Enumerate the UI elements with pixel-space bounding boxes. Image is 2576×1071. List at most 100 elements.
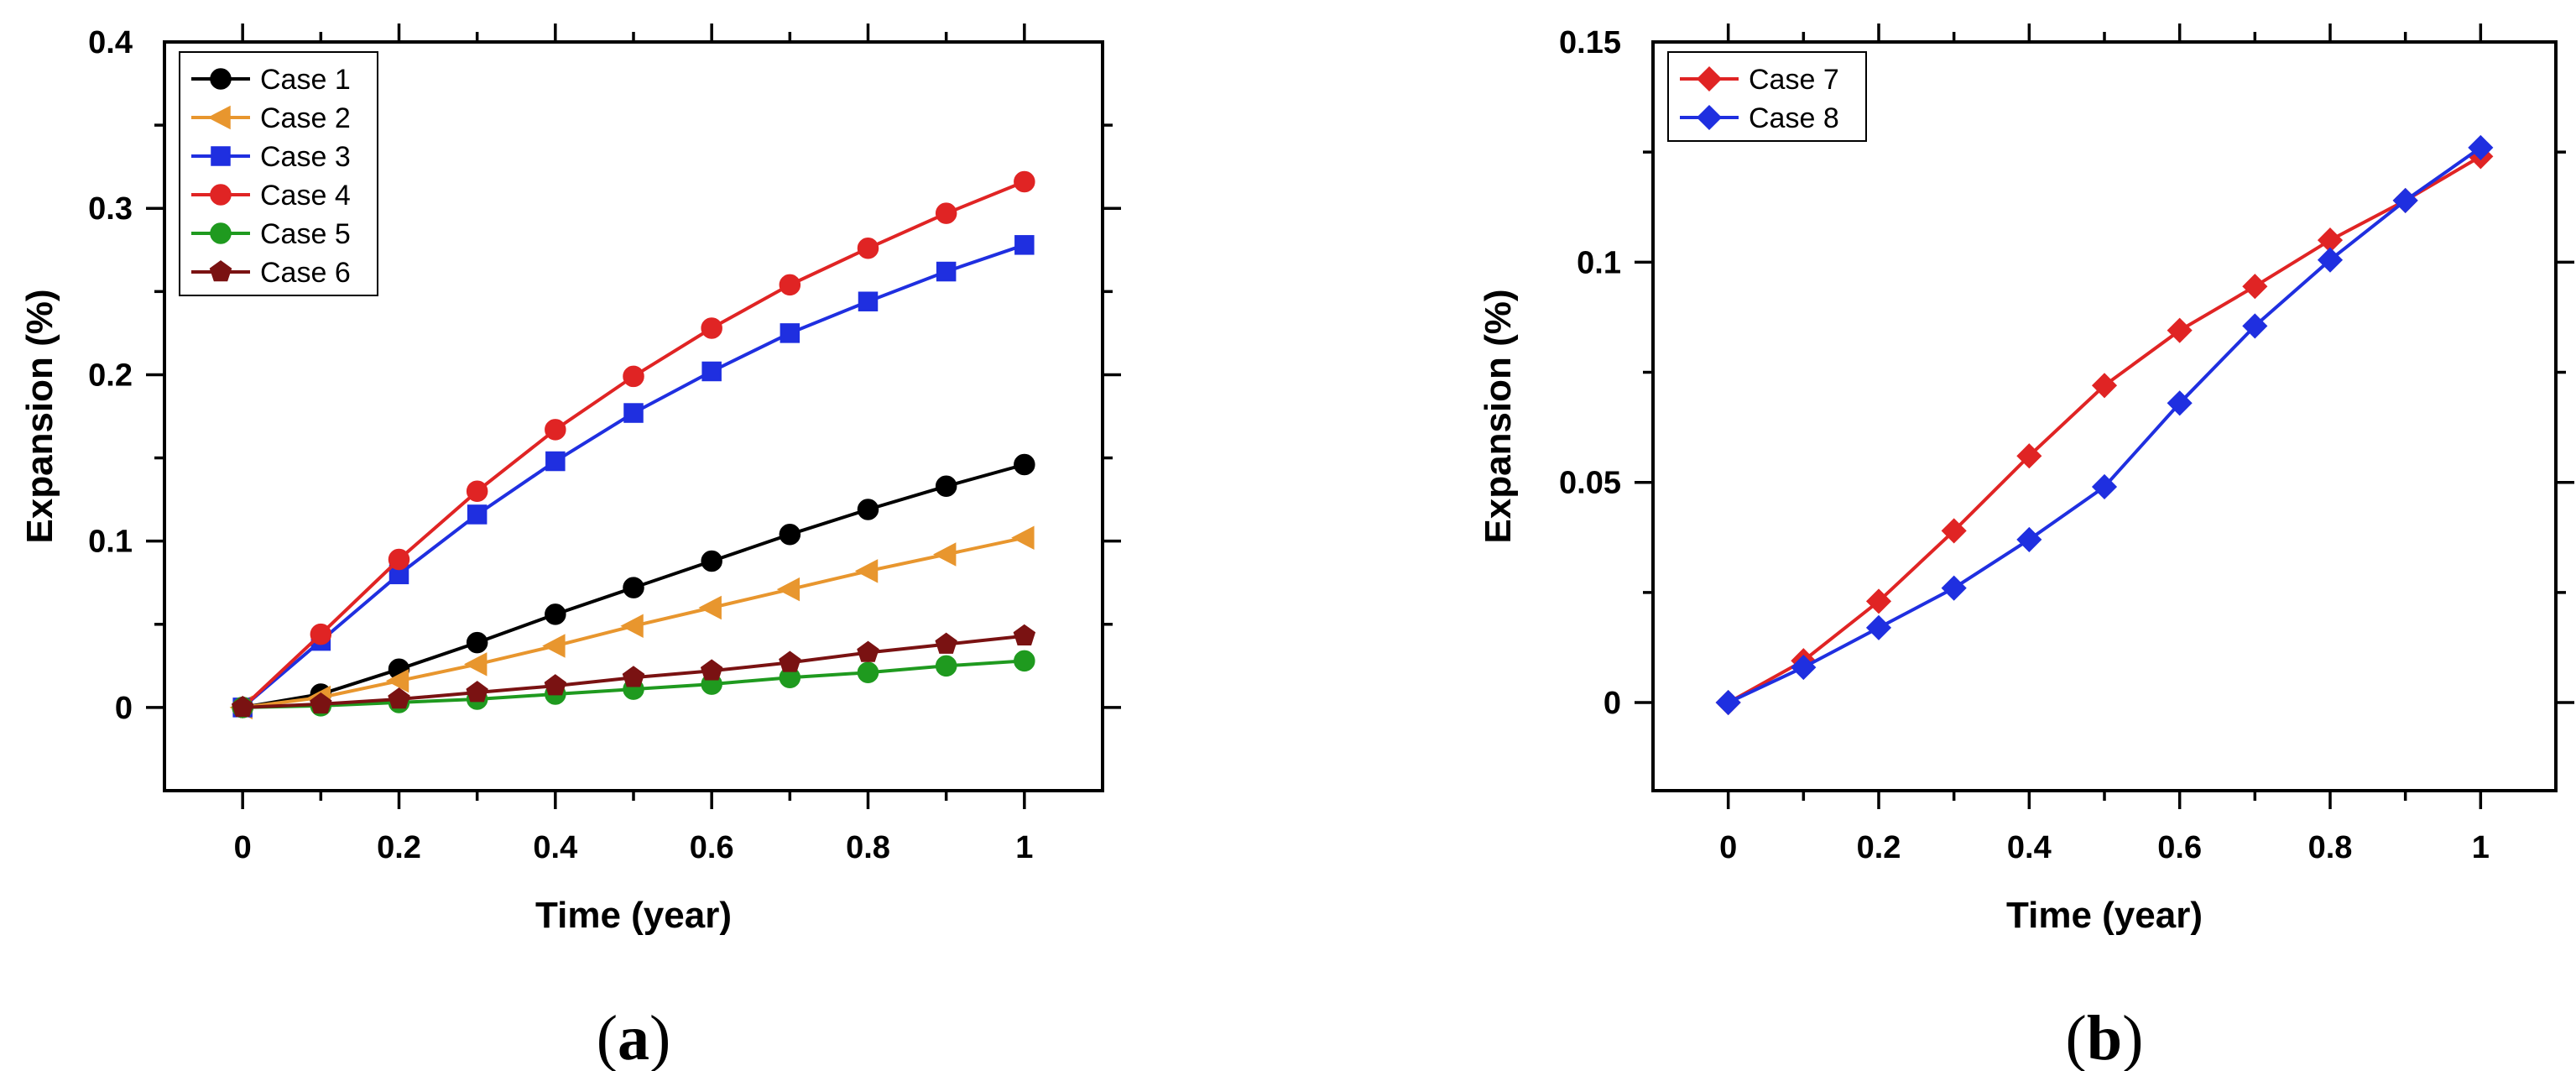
x-tick-label: 0.4 <box>533 830 577 865</box>
legend-entry-label: Case 1 <box>260 64 351 96</box>
data-point <box>545 419 566 441</box>
series-case-7 <box>1715 144 2494 716</box>
data-point <box>2091 373 2118 399</box>
data-point <box>701 317 722 339</box>
data-point <box>857 661 879 684</box>
x-tick-label: 0.8 <box>846 830 890 865</box>
legend-swatch-marker <box>210 184 232 206</box>
data-point <box>2016 443 2042 469</box>
data-point <box>700 659 723 681</box>
data-point <box>231 695 254 718</box>
data-point <box>2167 390 2193 416</box>
y-tick-label: 0.4 <box>88 25 133 60</box>
data-point <box>779 523 801 546</box>
x-tick-label: 0.4 <box>2007 830 2052 865</box>
data-point <box>466 631 488 654</box>
x-tick-label: 0 <box>1719 830 1737 865</box>
data-point <box>776 577 800 602</box>
legend-box <box>1667 51 1867 142</box>
x-tick-label: 1 <box>1015 830 1033 865</box>
data-point <box>1014 650 1035 672</box>
legend-entry-label: Case 6 <box>260 257 351 289</box>
x-axis-label: Time (year) <box>535 895 732 936</box>
data-point <box>385 668 409 693</box>
data-point <box>2242 274 2268 300</box>
x-tick-label: 0.8 <box>2308 830 2353 865</box>
data-point <box>701 550 722 572</box>
series-case-6 <box>231 624 1036 718</box>
data-point <box>2167 317 2193 343</box>
data-point <box>1011 525 1035 550</box>
data-point <box>544 674 567 696</box>
data-point <box>545 603 566 625</box>
y-tick-label: 0.1 <box>1577 245 1621 280</box>
data-point <box>2242 313 2268 339</box>
data-point <box>623 577 644 598</box>
data-point <box>1014 453 1035 476</box>
panel-label-letter: a <box>618 1003 649 1071</box>
series-line <box>1727 146 2482 704</box>
data-point <box>542 634 566 658</box>
data-point <box>779 274 801 296</box>
legend-entry-label: Case 4 <box>260 180 351 212</box>
legend-entry-label: Case 3 <box>260 141 351 173</box>
data-point <box>935 655 957 677</box>
data-point <box>1014 170 1035 193</box>
data-point <box>622 666 645 687</box>
legend-swatch-marker <box>1696 65 1723 92</box>
data-point <box>1865 588 1892 614</box>
data-point <box>467 504 488 525</box>
panel-label: (a) <box>597 1003 671 1071</box>
data-point <box>2016 526 2042 552</box>
data-point <box>1014 235 1035 255</box>
chart-panel-b: 0 0.2 0.4 0.6 0.8 1 0 0.05 0.1 0.15 Time (year) Exp… <box>1478 24 2574 1071</box>
panel-label-open: ( <box>597 1003 618 1071</box>
series-case-8 <box>1715 134 2494 716</box>
data-point <box>466 681 488 703</box>
data-point <box>310 692 332 714</box>
legend-swatch-marker <box>210 222 232 244</box>
data-point <box>857 640 879 662</box>
data-point <box>466 480 488 502</box>
data-point <box>623 365 644 388</box>
legend-swatch-marker <box>207 105 231 130</box>
plot-frame <box>1651 40 2558 792</box>
data-point <box>701 361 722 382</box>
data-point <box>1941 518 1967 544</box>
data-point <box>2392 187 2418 213</box>
data-point <box>857 238 879 259</box>
legend-entry-label: Case 2 <box>260 102 351 134</box>
x-tick-label: 0.6 <box>2157 830 2202 865</box>
data-point <box>698 595 722 620</box>
y-tick-label: 0 <box>1603 686 1621 721</box>
data-point <box>858 291 879 311</box>
data-point <box>936 261 957 282</box>
y-tick-label: 0.3 <box>88 191 133 227</box>
data-point <box>464 652 488 677</box>
x-tick-label: 0.2 <box>377 830 421 865</box>
legend-swatch-marker <box>211 146 231 166</box>
series-line <box>1727 154 2482 704</box>
data-point <box>933 542 957 567</box>
data-point <box>388 548 410 571</box>
y-tick-label: 0.05 <box>1559 466 1621 501</box>
x-tick-label: 0 <box>234 830 252 865</box>
data-point <box>2091 473 2118 500</box>
data-point <box>388 687 410 709</box>
x-tick-label: 0.2 <box>1857 830 1901 865</box>
data-point <box>2468 134 2494 160</box>
y-tick-label: 0.2 <box>88 358 133 393</box>
x-tick-label: 1 <box>2472 830 2490 865</box>
series-case-3 <box>232 235 1035 718</box>
x-tick-label: 0.6 <box>690 830 734 865</box>
series-line <box>241 243 1025 709</box>
y-tick-label: 0 <box>115 691 133 726</box>
y-axis-label: Expansion (%) <box>19 289 60 543</box>
data-point <box>1715 689 1741 716</box>
data-point <box>2317 247 2344 273</box>
legend-box <box>179 51 378 296</box>
data-point <box>779 650 801 672</box>
y-tick-label: 0.1 <box>88 525 133 560</box>
data-point <box>1941 575 1967 601</box>
data-point <box>623 403 644 423</box>
